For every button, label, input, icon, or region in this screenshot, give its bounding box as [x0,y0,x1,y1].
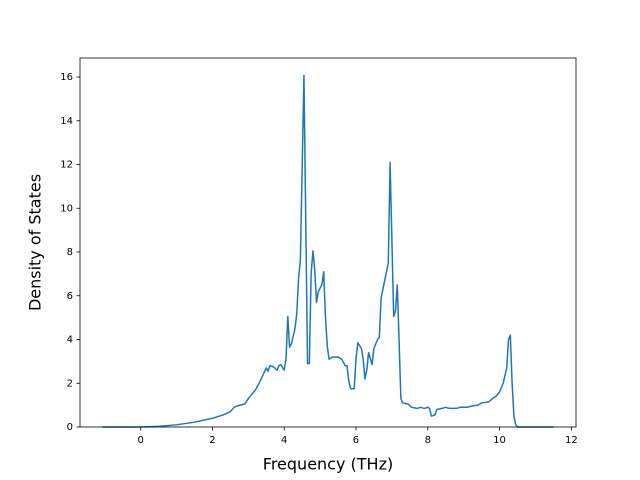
x-tick-label: 8 [425,435,431,446]
x-tick-label: 2 [209,435,215,446]
plot-frame [79,57,577,428]
y-tick-label: 12 [60,160,73,171]
x-tick-label: 10 [493,435,506,446]
x-tick-label: 6 [353,435,359,446]
y-tick-label: 6 [67,291,73,302]
x-tick-label: 12 [565,435,578,446]
y-tick-label: 4 [67,335,73,346]
y-tick-label: 2 [67,378,73,389]
y-tick-label: 10 [60,203,73,214]
series-line [102,74,554,428]
y-tick-label: 0 [67,422,73,433]
x-axis-label: Frequency (THz) [263,455,393,474]
y-tick-label: 16 [60,72,73,83]
x-tick-label: 4 [281,435,287,446]
y-tick-label: 14 [60,116,73,127]
x-tick-label: 0 [137,435,143,446]
y-tick-label: 8 [67,247,73,258]
y-axis-label: Density of States [26,174,45,311]
